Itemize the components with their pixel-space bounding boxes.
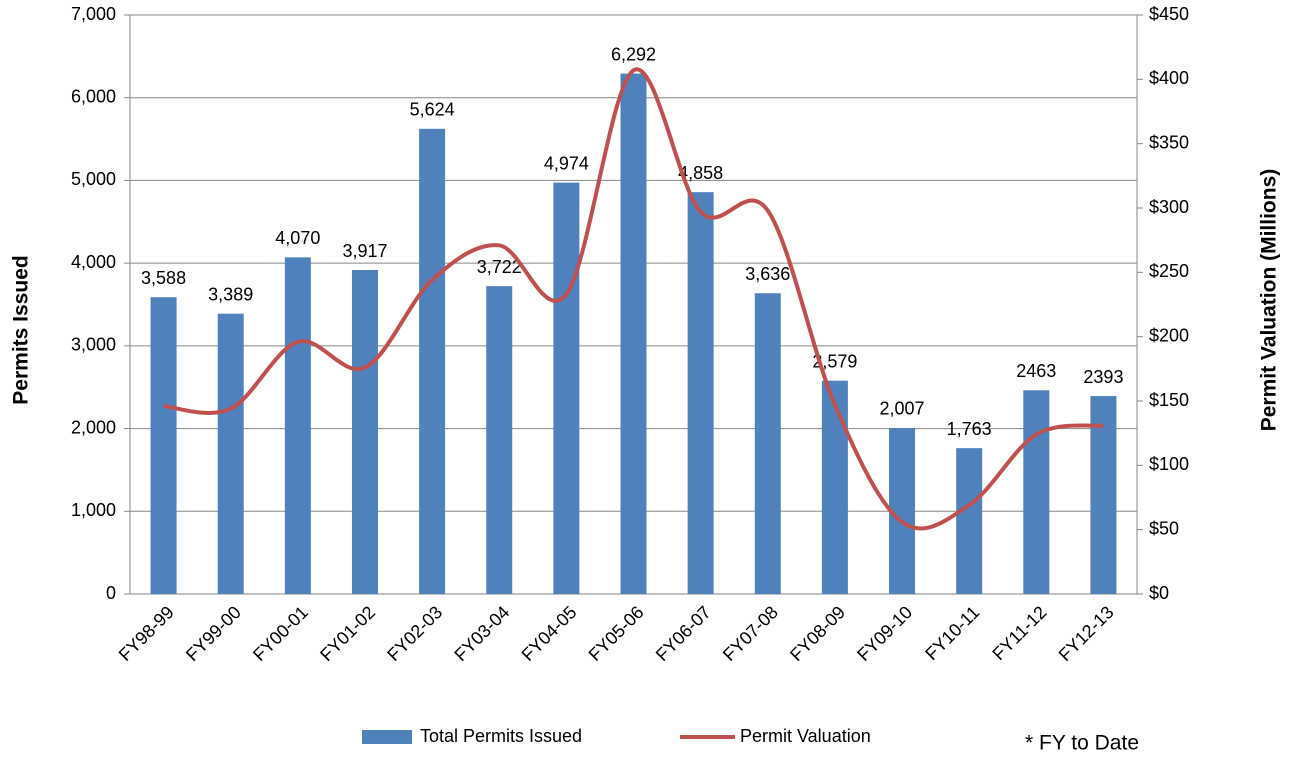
y2-tick-label: $100 [1149,454,1189,474]
x-tick-label: FY99-00 [182,602,245,665]
data-label: 4,974 [544,153,589,173]
bar [419,128,446,594]
annotation: * FY to Date [1025,732,1139,755]
legend-label: Total Permits Issued [420,726,582,746]
y2-tick-label: $200 [1149,325,1189,345]
x-tick-label: FY11-12 [988,602,1050,664]
y-tick-label: 1,000 [71,500,116,520]
y2-tick-label: $300 [1149,197,1189,217]
data-label: 3,917 [342,241,387,261]
bar [821,380,848,594]
y2-tick-label: $150 [1149,390,1189,410]
legend-swatch [362,730,412,744]
bar [284,257,311,594]
x-tick-label: FY08-09 [786,602,849,665]
y-axis-title: Permits Issued [10,255,33,404]
data-label: 2,007 [880,399,925,419]
data-label: 3,722 [477,257,522,277]
legend-label: Permit Valuation [740,726,871,746]
y2-tick-label: $50 [1149,518,1179,538]
x-tick-label: FY07-08 [719,602,782,665]
x-tick-label: FY06-07 [652,602,715,665]
x-tick-label: FY03-04 [450,602,513,665]
bar [351,270,378,594]
y-tick-label: 4,000 [71,252,116,272]
data-label: 2463 [1016,361,1056,381]
data-label: 2,579 [812,351,857,371]
y2-tick-label: $250 [1149,261,1189,281]
bar [956,448,983,594]
y-tick-label: 6,000 [71,86,116,106]
bar [1023,390,1050,594]
data-label: 2393 [1083,367,1123,387]
bar [687,192,714,594]
data-label: 4,858 [678,163,723,183]
data-label: 3,588 [141,268,186,288]
x-tick-label: FY01-02 [316,602,379,665]
bar [150,297,177,594]
x-tick-label: FY04-05 [518,602,581,665]
x-tick-label: FY09-10 [853,602,916,665]
x-tick-label: FY02-03 [383,602,446,665]
bar [486,286,513,594]
data-label: 5,624 [410,100,455,120]
data-label: 6,292 [611,44,656,64]
y-tick-label: 5,000 [71,169,116,189]
data-label: 4,070 [275,228,320,248]
y2-tick-label: $0 [1149,583,1169,603]
bar [1090,396,1117,594]
data-label: 1,763 [947,419,992,439]
bar [620,73,647,595]
x-tick-label: FY10-11 [921,602,983,664]
y2-axis-title: Permit Valuation (Millions) [1258,169,1281,432]
y2-tick-label: $450 [1149,4,1189,24]
line [163,67,1104,531]
bar [217,313,244,594]
x-tick-label: FY05-06 [585,602,648,665]
bar [754,293,781,594]
y-tick-label: 0 [106,583,116,603]
x-tick-label: FY98-99 [115,602,178,665]
y-tick-label: 3,000 [71,335,116,355]
data-label: 3,636 [745,264,790,284]
y2-tick-label: $400 [1149,68,1189,88]
y-tick-label: 7,000 [71,4,116,24]
y-tick-label: 2,000 [71,417,116,437]
y2-tick-label: $350 [1149,132,1189,152]
x-tick-label: FY00-01 [249,602,312,665]
bar [553,182,580,594]
x-tick-label: FY12-13 [1055,602,1118,665]
data-label: 3,389 [208,284,253,304]
